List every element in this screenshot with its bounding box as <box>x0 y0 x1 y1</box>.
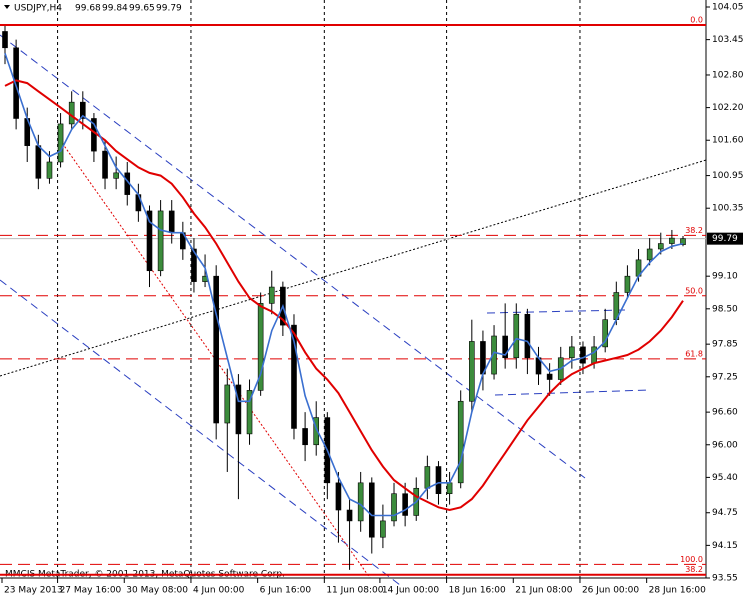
y-tick-label: 97.85 <box>712 340 738 350</box>
candle-body <box>268 286 275 304</box>
y-tick-label: 94.75 <box>712 508 738 518</box>
candle-body <box>380 520 386 538</box>
moving-average <box>4 79 684 512</box>
candle-body <box>302 428 308 446</box>
candle-body <box>602 319 608 348</box>
x-tick-label: 28 Jun 16:00 <box>649 586 706 596</box>
y-tick-label: 100.95 <box>712 171 744 181</box>
y-tick-label: 94.15 <box>712 541 738 551</box>
candle-body <box>191 248 197 282</box>
candle-body <box>446 482 453 495</box>
candle-body <box>157 210 164 272</box>
candle-body <box>513 313 520 359</box>
candle-body <box>424 466 431 489</box>
y-tick-label: 103.45 <box>712 35 744 45</box>
fib-label: 0.0 <box>690 15 703 24</box>
x-tick-label: 26 Jun 00:00 <box>582 586 639 596</box>
header-high: 99.84 <box>102 4 128 14</box>
x-tick-label: 30 May 08:00 <box>126 586 188 596</box>
header-low: 99.65 <box>129 4 155 14</box>
x-tick-label: 21 Jun 08:00 <box>515 586 572 596</box>
candle-body <box>346 509 353 522</box>
candle-body <box>569 346 575 359</box>
y-tick-label: 95.40 <box>712 473 738 483</box>
fib-label: 100.0 <box>680 555 703 564</box>
x-tick-label: 18 Jun 16:00 <box>449 586 506 596</box>
candle-body <box>235 384 242 435</box>
candle-body <box>391 493 397 522</box>
candle-body <box>102 150 108 179</box>
menu-arrow[interactable] <box>4 5 10 9</box>
candle-body <box>57 123 64 163</box>
x-tick-label: 6 Jun 16:00 <box>260 586 312 596</box>
x-tick-label: 4 Jun 00:00 <box>193 586 245 596</box>
candle-body <box>469 341 475 402</box>
x-tick-label: 14 Jun 00:00 <box>382 586 439 596</box>
candle-body <box>457 400 464 484</box>
candle-body <box>313 417 320 446</box>
candle-body <box>257 303 264 391</box>
y-tick-label: 93.55 <box>712 574 738 584</box>
y-tick-label: 98.50 <box>712 304 738 314</box>
y-tick-label: 96.00 <box>712 440 738 450</box>
fib-label: 50.0 <box>685 286 703 295</box>
range-upper <box>486 309 626 314</box>
y-tick-label: 104.05 <box>712 3 744 13</box>
header-close: 99.79 <box>156 4 182 14</box>
black-trend <box>0 159 707 377</box>
candle-body <box>80 101 86 119</box>
candle-body <box>624 275 631 293</box>
x-tick-label: 11 Jun 08:00 <box>326 586 383 596</box>
candle-body <box>35 145 42 179</box>
candle-body <box>246 390 253 435</box>
fib-label: 38.2 <box>685 226 703 235</box>
candle-body <box>502 335 508 359</box>
channel-lower <box>0 279 401 586</box>
y-tick-label: 100.35 <box>712 204 744 214</box>
candle-body <box>113 172 119 179</box>
y-tick-label: 96.60 <box>712 408 738 418</box>
y-tick-label: 101.60 <box>712 136 744 146</box>
candle-body <box>524 313 531 359</box>
candle-body <box>13 47 19 119</box>
header-open: 99.68 <box>75 4 101 14</box>
symbol-title: USDJPY,H4 <box>14 4 62 14</box>
x-tick-label: 27 May 16:00 <box>60 586 122 596</box>
candle-body <box>669 237 675 244</box>
candle-body <box>546 373 553 380</box>
y-tick-label: 99.10 <box>712 272 738 282</box>
candle-body <box>646 248 653 261</box>
candle-body <box>657 243 664 250</box>
candle-body <box>46 161 53 179</box>
candle-body <box>591 346 597 364</box>
candle-body <box>291 324 297 429</box>
candle-body <box>580 346 586 364</box>
y-tick-label: 102.80 <box>712 70 744 80</box>
candle-body <box>68 101 75 125</box>
current-price-box <box>707 232 743 245</box>
y-tick-label: 102.20 <box>712 103 744 113</box>
candle-body <box>2 31 8 49</box>
candle-body <box>680 238 686 245</box>
candle-body <box>368 482 375 538</box>
candle-body <box>146 210 153 272</box>
channel-upper <box>0 34 586 479</box>
fib-label: 38.2 <box>685 565 703 574</box>
candle-body <box>491 335 497 375</box>
x-tick-label: 23 May 2013 <box>4 586 63 596</box>
y-tick-label: 97.25 <box>712 372 738 382</box>
moving-average <box>4 52 684 517</box>
candle-body <box>335 482 342 511</box>
candle-body <box>357 482 364 522</box>
candle-body <box>168 210 175 233</box>
candle-body <box>435 466 442 495</box>
current-price-label: 99.79 <box>712 234 738 244</box>
candle-body <box>224 384 231 424</box>
candle-body <box>213 275 219 424</box>
fib-label: 61.8 <box>685 349 703 358</box>
candle-body <box>402 493 408 516</box>
